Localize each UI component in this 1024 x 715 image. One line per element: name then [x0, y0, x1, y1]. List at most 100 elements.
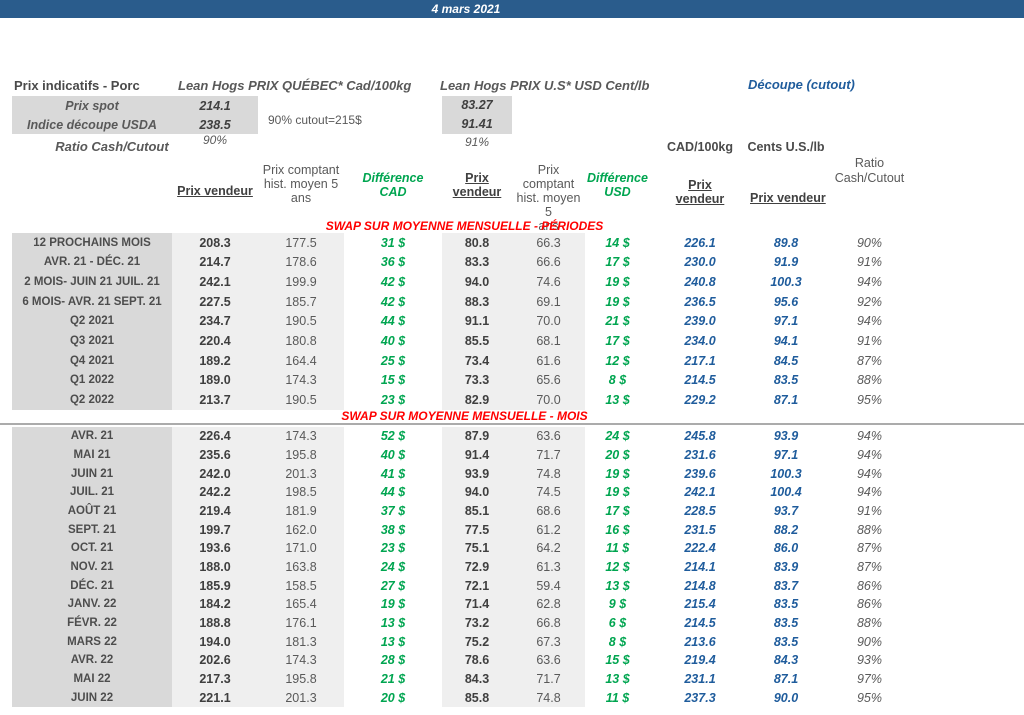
col-header-difference-usd: Différence USD — [587, 171, 648, 199]
cell: 17 $ — [605, 255, 630, 270]
spot-price-box: Prix spot 214.1 Indice découpe USDA 238.… — [12, 96, 258, 134]
col-header-ratio: Ratio Cash/Cutout — [834, 156, 905, 185]
table-row: 2 MOIS- JUIN 21 JUIL. 21 242.1 199.9 42 $ 94… — [12, 272, 917, 292]
cell: 226.4 — [172, 427, 258, 446]
cell: 198.5 — [258, 482, 344, 502]
table-row: JUIN 21 242.0 201.3 41 $ 93.9 74.8 19 $ 239.6 10… — [12, 464, 917, 483]
cell: 71.7 — [512, 445, 585, 465]
cell: 77.5 — [442, 520, 512, 539]
cell: 85.5 — [442, 331, 512, 351]
cell: 15 $ — [605, 653, 630, 668]
cell: 185.7 — [258, 291, 344, 312]
cell: 37 $ — [380, 503, 406, 518]
row-label: Q3 2021 — [12, 331, 172, 351]
quebec-section-title: Lean Hogs PRIX QUÉBEC* Cad/100kg — [178, 78, 412, 93]
cell: 221.1 — [172, 688, 258, 707]
cell: 176.1 — [258, 613, 344, 633]
row-label: JUIL. 21 — [12, 482, 172, 502]
table-row: 6 MOIS- AVR. 21 SEPT. 21 227.5 185.7 42 $ 88… — [12, 291, 917, 312]
cell: 95% — [856, 393, 883, 408]
us-spot-price-box: 83.27 91.41 — [442, 96, 512, 134]
cell: 15 $ — [380, 373, 406, 388]
cell: 91% — [856, 503, 883, 518]
cell: 38 $ — [380, 522, 406, 537]
cell: 214.7 — [172, 252, 258, 273]
cell: 17 $ — [605, 503, 630, 518]
cell: 67.3 — [512, 632, 585, 651]
cell: 82.9 — [442, 390, 512, 410]
cell: 69.1 — [512, 291, 585, 312]
cell: 19 $ — [605, 275, 630, 290]
cell: 71.4 — [442, 594, 512, 614]
cell: 163.8 — [258, 557, 344, 577]
cell: 219.4 — [172, 501, 258, 521]
cell: 73.3 — [442, 370, 512, 391]
us-section-title: Lean Hogs PRIX U.S* USD Cent/lb — [440, 78, 650, 93]
row-label: MAI 22 — [12, 669, 172, 689]
cell: 78.6 — [442, 650, 512, 670]
cutout-index-usd-value: 91.41 — [461, 117, 493, 131]
cell: 84.3 — [442, 669, 512, 689]
cell: 21 $ — [605, 314, 630, 329]
row-label: Q4 2021 — [12, 350, 172, 371]
cell: 72.1 — [442, 576, 512, 595]
cell: 8 $ — [608, 373, 627, 388]
cell: 228.5 — [684, 503, 716, 518]
table-row: JANV. 22 184.2 165.4 19 $ 71.4 62.8 9 $ 215.4 83… — [12, 594, 917, 614]
col-header-prix-vendeur-cad: Prix vendeur — [177, 184, 253, 198]
cell: 86% — [856, 578, 883, 593]
table-row: Q1 2022 189.0 174.3 15 $ 73.3 65.6 8 $ 214.5 83.… — [12, 370, 917, 391]
cell: 189.2 — [172, 350, 258, 371]
row-label: Q2 2022 — [12, 390, 172, 410]
cell: 188.8 — [172, 613, 258, 633]
cell: 185.9 — [172, 576, 258, 595]
cell: 164.4 — [258, 350, 344, 371]
ratio-usd-value: 91% — [464, 135, 490, 149]
cell: 13 $ — [605, 671, 630, 686]
cell: 93.7 — [773, 503, 799, 518]
spot-usd-value: 83.27 — [461, 98, 493, 112]
cell: 222.4 — [684, 541, 716, 556]
cutout-note: 90% cutout=215$ — [268, 113, 362, 127]
cell: 72.9 — [442, 557, 512, 577]
cell: 90.0 — [773, 690, 799, 705]
cell: 88.2 — [773, 522, 799, 537]
row-label: MAI 21 — [12, 445, 172, 465]
cutout-section-title: Découpe (cutout) — [748, 77, 855, 92]
cell: 202.6 — [172, 650, 258, 670]
col-header-cutout-cad: Prix vendeur — [675, 178, 725, 206]
cell: 20 $ — [605, 447, 630, 462]
cell: 66.8 — [512, 613, 585, 633]
cell: 242.2 — [172, 482, 258, 502]
cell: 83.5 — [773, 597, 799, 612]
cell: 85.1 — [442, 501, 512, 521]
table-row: 12 PROCHAINS MOIS 208.3 177.5 31 $ 80.8 66.3 1… — [12, 233, 917, 253]
spot-cad-value: 214.1 — [199, 98, 231, 113]
cell: 201.3 — [258, 688, 344, 707]
cell: 13 $ — [380, 634, 406, 649]
row-label: AOÛT 21 — [12, 501, 172, 521]
cell: 180.8 — [258, 331, 344, 351]
table-row: AVR. 21 - DÉC. 21 214.7 178.6 36 $ 83.3 66.6 1… — [12, 252, 917, 273]
cell: 97% — [856, 671, 883, 686]
cell: 13 $ — [605, 393, 630, 408]
cell: 100.3 — [770, 275, 802, 290]
table-row: MAI 21 235.6 195.8 40 $ 91.4 71.7 20 $ 231.6 97.… — [12, 445, 917, 465]
title-bar: 4 mars 2021 — [0, 0, 1024, 18]
cell: 174.3 — [258, 650, 344, 670]
cell: 234.0 — [684, 334, 716, 349]
cell: 188.0 — [172, 557, 258, 577]
cell: 36 $ — [380, 255, 406, 270]
unit-cents-label: Cents U.S./lb — [747, 140, 825, 154]
cell: 97.1 — [773, 447, 799, 462]
horizontal-divider — [0, 423, 1024, 425]
cell: 162.0 — [258, 520, 344, 539]
cell: 230.0 — [684, 255, 716, 270]
cell: 165.4 — [258, 594, 344, 614]
cell: 214.1 — [684, 559, 716, 574]
cell: 87% — [856, 559, 883, 574]
cell: 229.2 — [684, 393, 716, 408]
row-label: SEPT. 21 — [12, 520, 172, 539]
table-row: Q2 2021 234.7 190.5 44 $ 91.1 70.0 21 $ 239.0 97… — [12, 311, 917, 332]
ratio-cad-value: 90% — [202, 133, 228, 147]
